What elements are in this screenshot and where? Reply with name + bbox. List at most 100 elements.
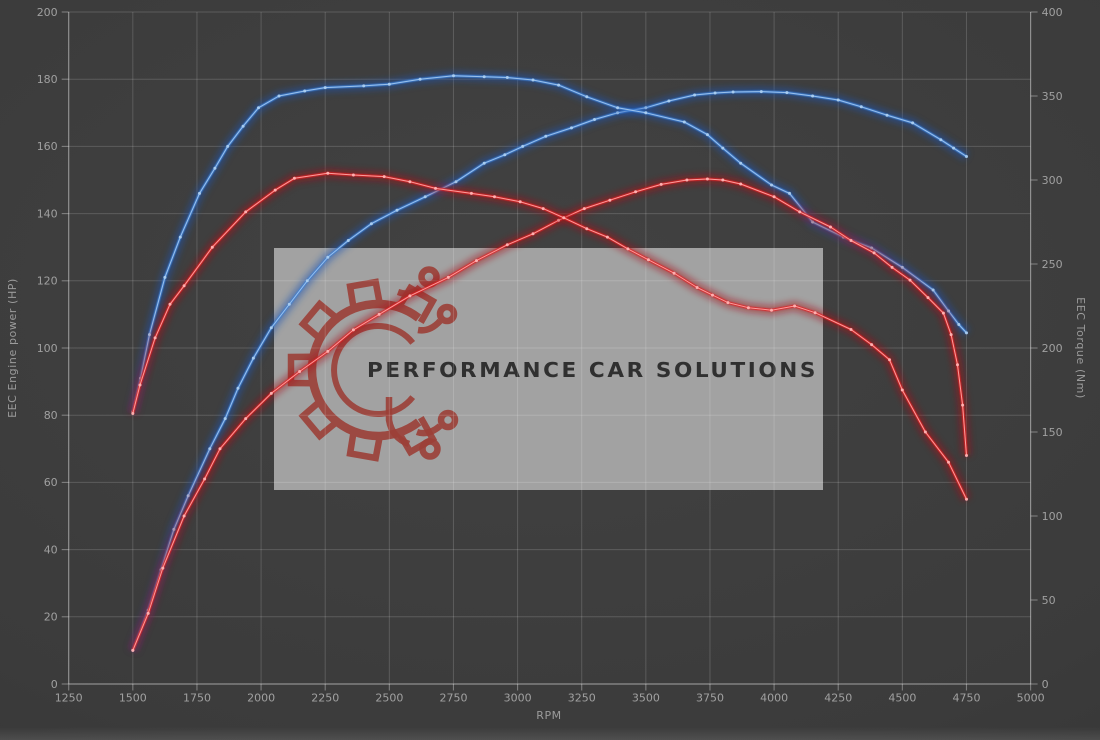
- data-point-marker: [965, 497, 968, 501]
- data-point-marker: [585, 227, 589, 231]
- data-point-marker: [475, 259, 478, 263]
- data-point-marker: [131, 648, 135, 652]
- data-point-marker: [377, 312, 381, 316]
- data-point-marker: [965, 155, 968, 158]
- data-point-marker: [544, 134, 548, 138]
- data-point-marker: [965, 331, 968, 335]
- data-point-marker: [303, 89, 307, 93]
- data-point-marker: [269, 326, 273, 330]
- data-point-marker: [870, 343, 874, 347]
- data-point-marker: [434, 186, 437, 190]
- data-point-marker: [351, 173, 355, 177]
- data-point-marker: [298, 370, 302, 373]
- data-point-marker: [793, 304, 797, 308]
- data-point-marker: [531, 78, 535, 82]
- watermark-box: [274, 248, 823, 490]
- data-point-marker: [277, 94, 281, 98]
- data-point-marker: [605, 235, 609, 239]
- data-point-marker: [646, 258, 650, 262]
- data-point-marker: [911, 121, 915, 125]
- data-point-marker: [482, 161, 486, 165]
- data-point-marker: [770, 183, 773, 187]
- data-point-marker: [941, 311, 945, 315]
- data-point-marker: [198, 191, 201, 195]
- data-point-marker: [408, 294, 412, 298]
- data-point-marker: [362, 84, 366, 88]
- data-point-marker: [251, 356, 255, 360]
- data-point-marker: [273, 188, 277, 192]
- data-point-marker: [726, 301, 730, 305]
- x-axis-title: RPM: [536, 709, 562, 722]
- data-point-marker: [226, 144, 230, 148]
- data-point-marker: [693, 93, 697, 97]
- gear-tooth: [298, 299, 341, 343]
- left-tick-label: 60: [44, 476, 58, 489]
- data-point-marker: [236, 386, 240, 390]
- data-point-marker: [900, 265, 904, 269]
- data-point-marker: [888, 358, 891, 362]
- right-tick-label: 350: [1042, 90, 1063, 103]
- data-point-marker: [531, 232, 535, 236]
- circuit-trace: [415, 423, 443, 437]
- data-point-marker: [168, 302, 172, 306]
- data-point-marker: [557, 83, 561, 87]
- data-point-marker: [900, 388, 904, 392]
- circuit-trace: [385, 397, 411, 448]
- data-point-marker: [859, 105, 863, 109]
- x-tick-label: 4500: [888, 692, 916, 705]
- x-tick-label: 3500: [632, 692, 660, 705]
- data-point-marker: [872, 251, 876, 255]
- data-point-marker: [323, 86, 327, 90]
- data-point-marker: [182, 514, 186, 518]
- data-point-marker: [131, 412, 135, 415]
- data-point-marker: [469, 191, 473, 195]
- axes: 0204060801001201401601802000501001502002…: [37, 6, 1063, 705]
- data-point-marker: [721, 146, 725, 150]
- left-tick-label: 140: [37, 207, 58, 220]
- data-point-marker: [672, 271, 676, 275]
- data-point-marker: [770, 308, 773, 312]
- data-point-marker: [952, 146, 956, 150]
- left-tick-label: 80: [44, 409, 58, 422]
- x-tick-label: 3750: [696, 692, 724, 705]
- data-point-marker: [210, 245, 214, 249]
- data-point-marker: [244, 210, 248, 214]
- data-point-marker: [956, 363, 959, 367]
- left-tick-label: 20: [44, 611, 58, 624]
- data-point-marker: [759, 90, 763, 94]
- data-point-marker: [685, 178, 689, 182]
- series-torque-red: [128, 168, 971, 502]
- data-point-marker: [616, 106, 620, 110]
- data-point-marker: [454, 180, 458, 184]
- y-axis-title-right: EEC Torque (Nm): [1074, 297, 1087, 399]
- data-point-marker: [957, 323, 961, 326]
- data-point-marker: [908, 278, 912, 282]
- y-axis-title-left: EEC Engine power (HP): [6, 278, 19, 418]
- data-point-marker: [161, 566, 165, 570]
- x-tick-label: 1750: [183, 692, 211, 705]
- x-tick-label: 2750: [439, 692, 467, 705]
- data-point-marker: [785, 91, 789, 95]
- data-point-marker: [446, 275, 450, 279]
- data-point-marker: [705, 177, 709, 181]
- data-point-marker: [926, 296, 930, 300]
- data-point-marker: [223, 417, 227, 421]
- data-point-marker: [711, 293, 714, 297]
- x-tick-label: 1500: [119, 692, 147, 705]
- data-point-marker: [541, 207, 545, 211]
- left-tick-label: 0: [51, 678, 58, 691]
- data-point-marker: [518, 200, 522, 204]
- data-point-marker: [713, 91, 717, 95]
- x-tick-label: 1250: [55, 692, 83, 705]
- data-point-marker: [788, 191, 791, 195]
- data-point-marker: [849, 239, 853, 242]
- right-tick-label: 250: [1042, 258, 1063, 271]
- data-point-marker: [148, 333, 151, 337]
- series-power-blue-core: [132, 91, 967, 651]
- circuit-node-icon: [436, 303, 458, 325]
- data-point-marker: [961, 403, 965, 407]
- x-tick-label: 3250: [568, 692, 596, 705]
- right-tick-label: 150: [1042, 426, 1063, 439]
- data-point-marker: [746, 306, 750, 310]
- data-point-marker: [739, 182, 743, 186]
